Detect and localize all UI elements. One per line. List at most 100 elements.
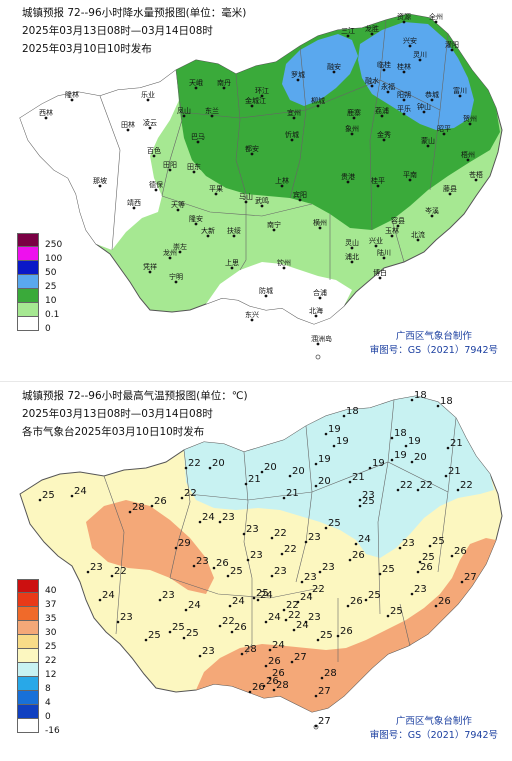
map2-issued: 各市气象台2025年03月10日10时发布 (22, 426, 205, 438)
map2-credit-approval: 审图号：GS（2021）7942号 (369, 730, 498, 741)
temp-zone-25-west (86, 500, 214, 594)
city-dot (152, 154, 156, 158)
temp-value: 27 (318, 716, 331, 727)
city-dot (430, 98, 434, 102)
precip-legend-label: 100 (45, 254, 63, 264)
city-dot (44, 116, 48, 120)
precip-legend-swatch (17, 261, 39, 275)
city-dot (176, 208, 180, 212)
temp-station-dot (292, 628, 296, 632)
temp-value: 22 (460, 480, 473, 491)
temp-station-dot (410, 398, 414, 402)
map1-period: 2025年03月13日08时—03月14日08时 (22, 25, 213, 37)
temp-value: 22 (284, 544, 297, 555)
temp-station-dot (308, 592, 312, 596)
precip-legend-label: 250 (45, 240, 63, 250)
temp-value: 24 (74, 486, 87, 497)
temp-value: 25 (382, 564, 395, 575)
temp-station-dot (150, 504, 154, 508)
temp-station-dot (444, 474, 448, 478)
temp-station-dot (180, 496, 184, 500)
temp-station-dot (410, 592, 414, 596)
city-dot (174, 280, 178, 284)
temp-station-dot (256, 598, 260, 602)
temp-value: 19 (336, 436, 349, 447)
temp-value: 28 (324, 668, 337, 679)
temp-value: 22 (312, 584, 325, 595)
city-name: 平南 (403, 170, 417, 179)
city-name: 梧州 (461, 150, 475, 159)
temp-station-dot (332, 444, 336, 448)
city-name: 桂林 (397, 62, 411, 71)
temp-value: 23 (308, 612, 321, 623)
city-name: 隆林 (65, 90, 79, 99)
temp-value: 24 (260, 590, 273, 601)
temp-value: 25 (328, 518, 341, 529)
city-dot (408, 44, 412, 48)
temp-value: 25 (368, 590, 381, 601)
temp-station-dot (218, 624, 222, 628)
temp-value: 27 (294, 652, 307, 663)
temp-station-dot (324, 526, 328, 530)
temp-value: 24 (188, 600, 201, 611)
temp-station-dot (320, 676, 324, 680)
temp-station-dot (208, 466, 212, 470)
temp-value: 26 (420, 562, 433, 573)
temp-station-dot (264, 664, 268, 668)
city-name: 兴业 (369, 236, 383, 245)
city-dot (430, 214, 434, 218)
city-name: 天峨 (189, 78, 203, 87)
temp-legend-swatch (17, 691, 39, 705)
city-dot (370, 84, 374, 88)
city-name: 防城 (259, 286, 273, 295)
temp-station-dot (324, 432, 328, 436)
map2-credit-maker: 广西区气象台制作 (395, 716, 472, 727)
city-name: 北流 (411, 230, 425, 239)
temp-legend-swatch (17, 593, 39, 607)
temp-station-dot (110, 574, 114, 578)
temp-value: 18 (346, 406, 359, 417)
city-name: 三江 (341, 27, 355, 35)
zone-0-south (206, 262, 352, 324)
city-name: 宜州 (287, 108, 301, 117)
city-dot (448, 192, 452, 196)
city-name: 临桂 (377, 60, 391, 69)
city-dot (260, 204, 264, 208)
precip-legend-label: 25 (45, 282, 57, 292)
precip-legend-label: 50 (45, 268, 57, 278)
temp-legend-swatch (17, 635, 39, 649)
temp-station-dot (460, 580, 464, 584)
city-dot (318, 226, 322, 230)
city-name: 天等 (171, 200, 185, 209)
temp-value: 21 (248, 474, 261, 485)
temp-legend-label: 0 (45, 712, 51, 722)
city-name: 钟山 (417, 102, 431, 111)
precipitation-map-panel: 资源 全州 三江 龙胜 兴安 灌阳 融安 临桂 桂林 灵川 罗城 融水 永福 阳朔 恭城 富川 隆林 乐业 天峨 南丹… (17, 7, 503, 360)
temp-station-dot (336, 634, 340, 638)
temp-value: 25 (186, 628, 199, 639)
city-dot (222, 86, 226, 90)
temp-value: 24 (272, 640, 285, 651)
temp-value: 26 (350, 596, 363, 607)
temp-value: 23 (308, 532, 321, 543)
temp-value: 26 (438, 596, 451, 607)
temp-value: 23 (414, 584, 427, 595)
temp-station-dot (304, 620, 308, 624)
city-name: 北海 (309, 306, 323, 315)
city-name: 荔浦 (375, 106, 389, 115)
city-name: 玉林 (385, 226, 399, 235)
temp-value: 23 (274, 566, 287, 577)
temp-value: 27 (464, 572, 477, 583)
temp-station-dot (262, 684, 266, 688)
city-name: 恭城 (425, 91, 439, 99)
city-name: 大新 (201, 226, 215, 235)
zone-25-east (358, 22, 474, 130)
temp-station-dot (434, 604, 438, 608)
city-dot (250, 318, 254, 322)
city-name: 东兴 (245, 310, 259, 319)
temp-station-dot (404, 444, 408, 448)
city-name: 融安 (327, 62, 341, 71)
city-dot (316, 104, 320, 108)
